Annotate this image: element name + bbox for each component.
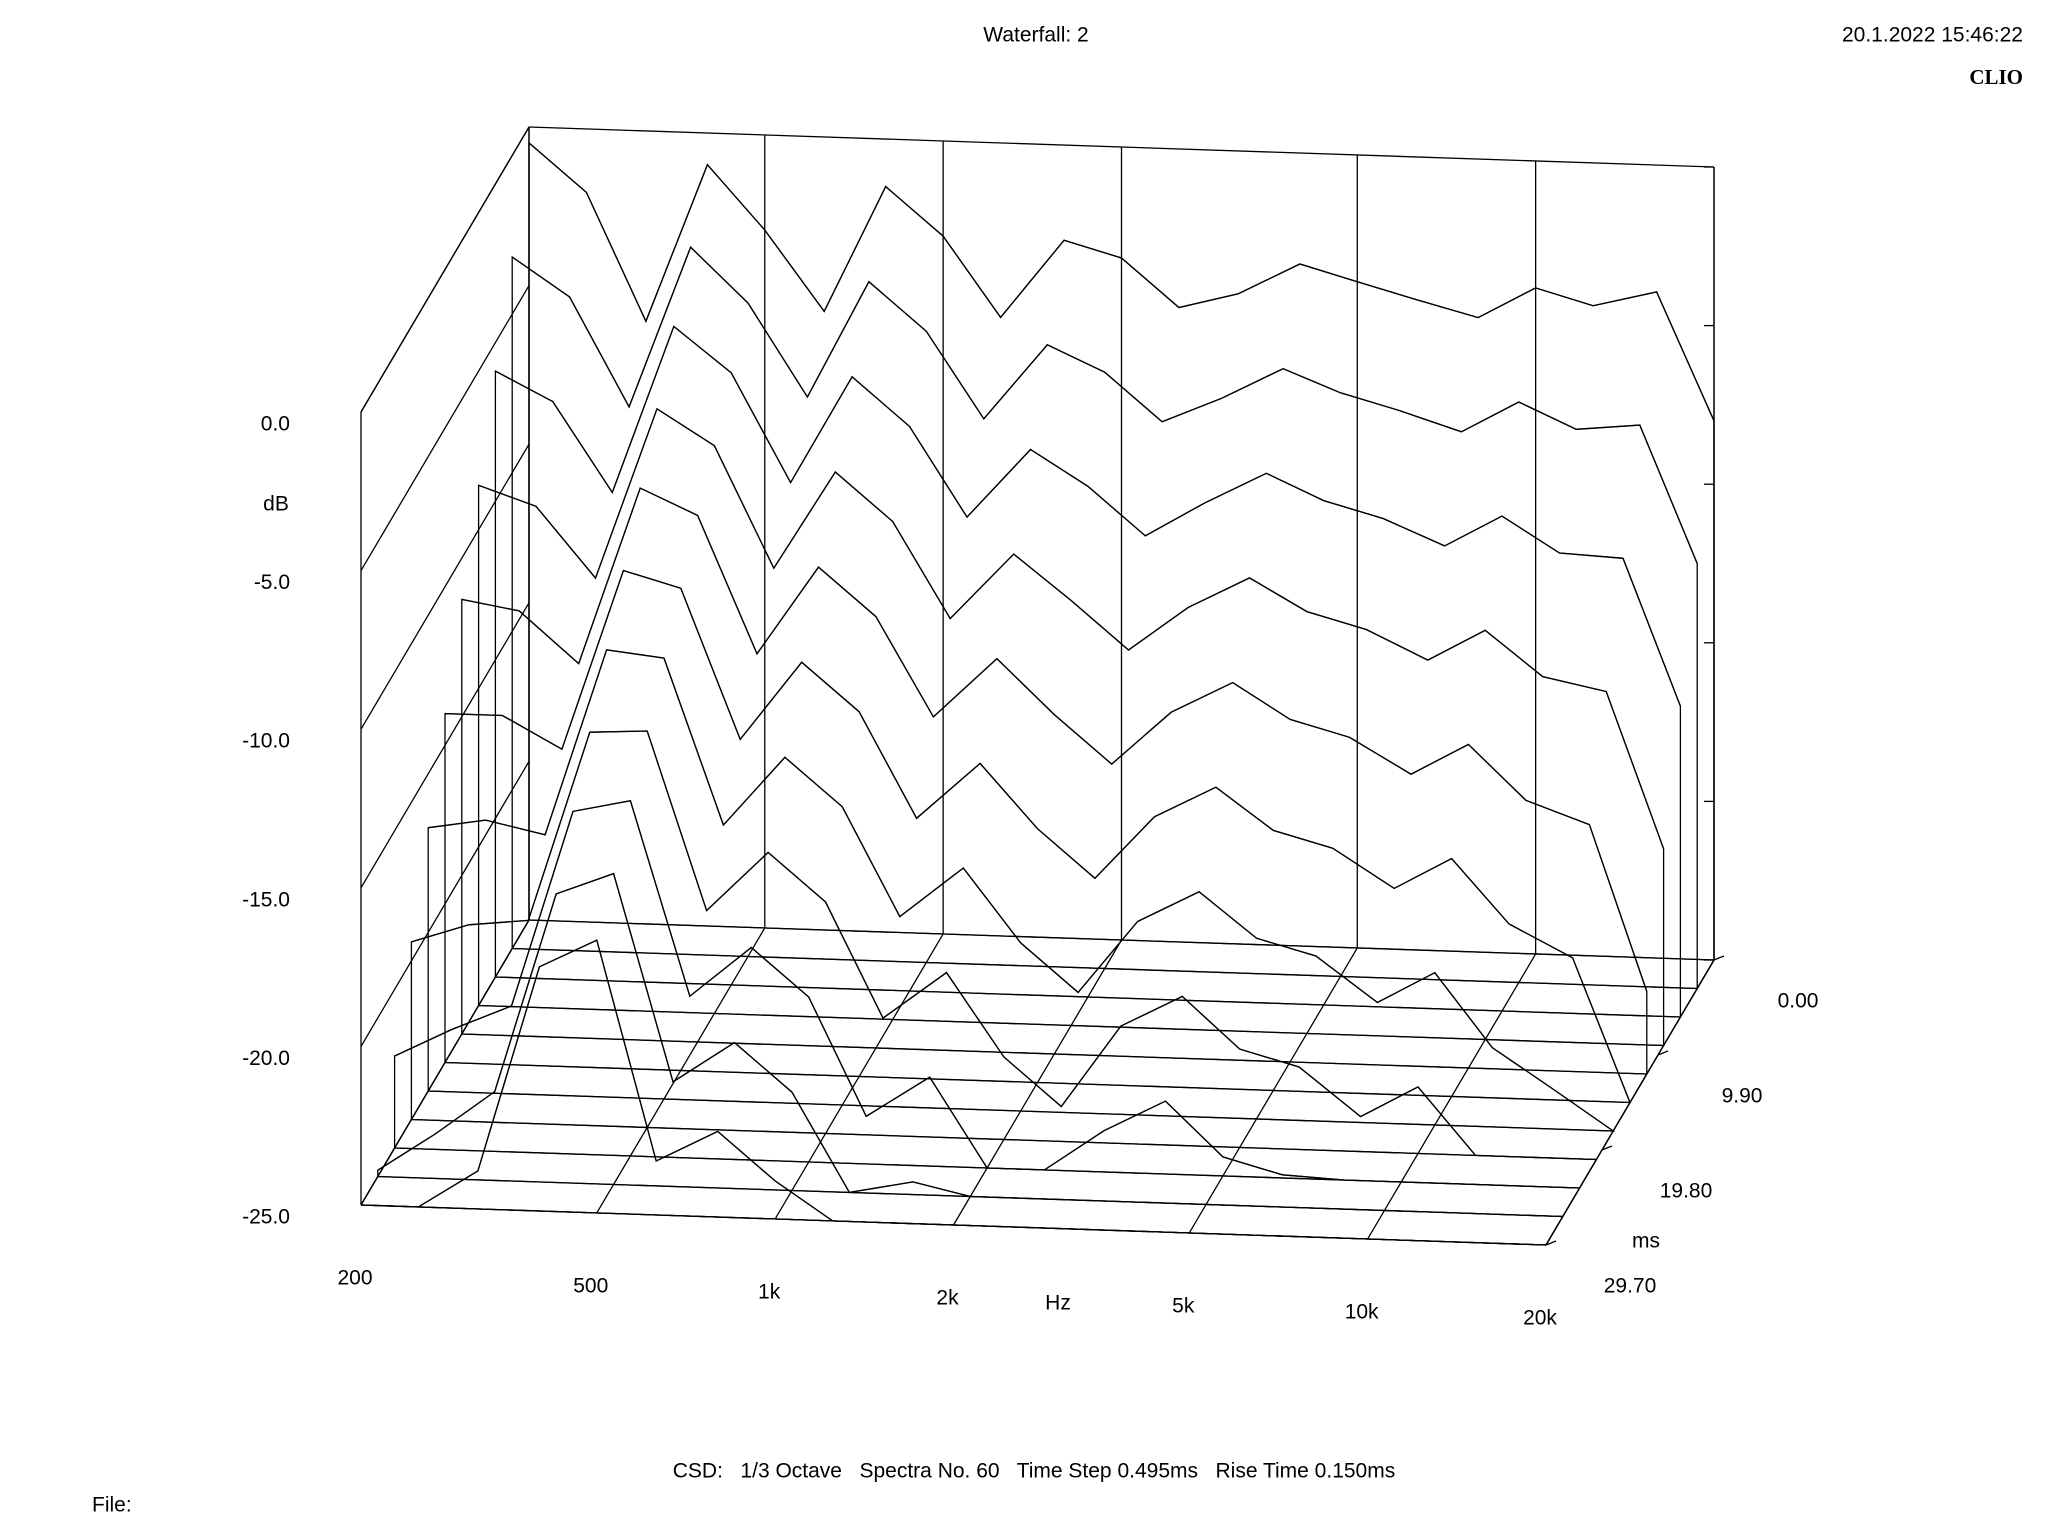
- spectrum-line: [478, 407, 1665, 850]
- x-tick-label: 2k: [936, 1287, 959, 1310]
- x-axis-label: Hz: [1045, 1292, 1071, 1315]
- slice-fill: [511, 246, 1698, 990]
- spectrum-line: [394, 799, 1580, 1189]
- spectrum-line: [428, 649, 1614, 1132]
- spectrum-line: [495, 325, 1682, 707]
- slice-fill: [377, 872, 1563, 1218]
- y-tick-label: 0.0: [261, 413, 290, 436]
- spectrum-line: [411, 730, 1597, 1161]
- y-tick-label: -15.0: [242, 888, 290, 911]
- tick-mark: [1657, 1050, 1669, 1056]
- x-tick-label: 1k: [758, 1281, 781, 1304]
- slice-fill: [427, 649, 1616, 1132]
- spectrum-line: [511, 246, 1698, 564]
- grid-line: [360, 126, 530, 413]
- spectrum-line: [360, 939, 1547, 1246]
- tick-mark: [1545, 1240, 1557, 1246]
- slice-fill: [360, 939, 1547, 1246]
- grid-line: [360, 443, 530, 730]
- chart-title: Waterfall: 2: [983, 24, 1088, 47]
- spectrum-line: [461, 487, 1648, 992]
- y-tick-label: -25.0: [242, 1206, 290, 1229]
- z-tick-label: 29.70: [1604, 1275, 1657, 1298]
- z-tick-label: 0.00: [1778, 990, 1819, 1013]
- x-tick-label: 5k: [1172, 1295, 1195, 1318]
- slice-fill: [477, 407, 1665, 1047]
- x-tick-label: 200: [337, 1267, 372, 1290]
- x-tick-label: 20k: [1523, 1307, 1557, 1330]
- spectrum-line: [528, 142, 1715, 422]
- tick-mark: [1601, 1145, 1613, 1151]
- slice-fill: [494, 325, 1682, 1018]
- y-axis-label: dB: [263, 493, 289, 516]
- tick-mark: [1713, 955, 1725, 961]
- plot: 0.0 -5.0 -10.0 -15.0 -20.0 -25.0 200 500 1k 2k 5k 1…: [242, 126, 1819, 1330]
- frame: [360, 1204, 1547, 1246]
- slice-fill: [393, 799, 1580, 1189]
- z-tick-label: 9.90: [1722, 1085, 1763, 1108]
- footnote: CSD: 1/3 Octave Spectra No. 60 Time Step…: [673, 1460, 1395, 1483]
- grid-line: [360, 285, 530, 571]
- spectrum-line: [444, 569, 1631, 1103]
- y-tick-label: -5.0: [254, 571, 290, 594]
- z-axis-label: ms: [1632, 1230, 1660, 1253]
- brand: CLIO: [1969, 65, 2023, 89]
- x-tick-label: 10k: [1345, 1301, 1379, 1324]
- x-tick-label: 500: [573, 1275, 608, 1298]
- spectrum-line: [377, 872, 1563, 1218]
- frame: [1545, 959, 1715, 1246]
- y-tick-label: -20.0: [242, 1047, 290, 1070]
- file-label: File:: [92, 1494, 132, 1517]
- z-tick-label: 19.80: [1660, 1180, 1713, 1203]
- timestamp: 20.1.2022 15:46:22: [1842, 24, 2023, 47]
- slice-fill: [444, 569, 1631, 1104]
- y-tick-label: -10.0: [242, 730, 290, 753]
